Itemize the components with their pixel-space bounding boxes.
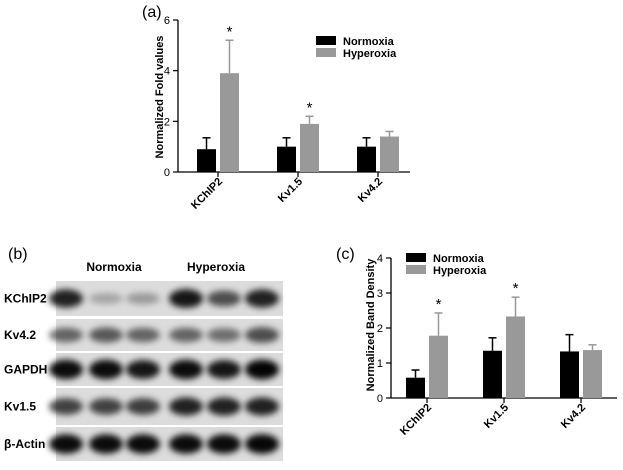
y-tick-label: 6 [164,15,170,27]
blot-row-label: Kv4.2 [4,328,36,342]
blot-band [89,327,123,343]
panel-label-c: (c) [336,246,355,263]
ticks-a: 0 2 4 6 [164,15,379,179]
bar-normoxia [357,146,376,172]
blot-row-labels: KChIP2 Kv4.2 GAPDH Kv1.5 β-Actin [4,292,47,452]
y-axis-title-a: Normalized Fold values [154,36,166,159]
chart-c: (c) Normalized Band Density 0 1 2 3 4 KChIP2… [336,246,617,438]
blot-band [89,359,123,380]
blot-band [169,289,203,308]
categories-a: KChIP2 Kv1.5 Kv4.2 [189,176,385,212]
blot-band [49,434,83,454]
blot-band [169,397,203,416]
legend-a: Normoxia Hyperoxia [316,36,397,60]
y-tick-label: 0 [164,167,170,179]
blot-band [245,397,279,416]
bar-hyperoxia [380,136,399,172]
blot-band [169,327,203,343]
category-label: Kv1.5 [482,402,511,431]
blot-band [207,397,241,416]
y-tick-label: 3 [377,288,383,300]
blot-band [245,289,279,308]
legend-label-normoxia-c: Normoxia [433,253,485,265]
bars-c [406,296,602,398]
bar-hyperoxia [429,335,448,398]
significance-a: ** [227,23,313,116]
bar-hyperoxia [583,350,602,398]
legend-swatch-hyperoxia-a [316,48,336,57]
blot-row-label: KChIP2 [4,292,47,306]
blot-band [169,359,203,380]
blot-group-normoxia: Normoxia [86,260,142,274]
blot-band [126,360,160,379]
panel-label-b: (b) [8,246,28,263]
blot-band [207,290,241,307]
legend-label-hyperoxia-a: Hyperoxia [343,48,397,60]
panel-label-a: (a) [142,4,162,21]
blot-group-hyperoxia: Hyperoxia [187,260,245,274]
category-label: Kv4.2 [559,402,588,431]
significance-marker: * [436,296,442,313]
y-tick-label: 1 [377,358,383,370]
legend-label-hyperoxia-c: Hyperoxia [433,265,487,277]
y-tick-label: 4 [164,66,170,78]
ticks-c: 0 1 2 3 4 [377,253,582,405]
y-tick-label: 4 [377,253,383,265]
bar-normoxia [483,350,502,398]
blot-band [49,398,83,415]
blot-strips [49,281,283,461]
bar-hyperoxia [506,316,525,398]
bar-normoxia [560,351,579,398]
y-tick-label: 2 [377,323,383,335]
significance-marker: * [227,23,233,40]
bars-a [197,39,399,172]
blot-band [89,434,123,454]
significance-c: ** [436,280,519,313]
categories-c: KChIP2 Kv1.5 Kv4.2 [398,402,588,438]
blot-band [49,359,83,380]
blot-band [207,434,241,454]
category-label: KChIP2 [398,402,434,438]
legend-swatch-normoxia-c [406,253,426,262]
bar-normoxia [277,146,296,172]
legend-c: Normoxia Hyperoxia [406,253,487,277]
blot-band [126,434,160,454]
chart-a: (a) Normalized Fold values 0 2 4 6 KChIP2 Kv… [142,4,410,212]
blot-band [169,434,203,454]
blot-row-label: Kv1.5 [4,400,36,414]
bar-hyperoxia [220,73,239,172]
blot-band [126,327,160,343]
category-label: Kv4.2 [356,176,385,205]
blot-band [207,360,241,379]
western-blot: (b) Normoxia Hyperoxia KChIP2Kv4.2GAPDHK… [4,246,283,461]
y-tick-label: 2 [164,116,170,128]
blot-band [49,327,83,343]
significance-marker: * [307,99,313,116]
category-label: Kv1.5 [276,176,305,205]
legend-label-normoxia-a: Normoxia [343,36,395,48]
blot-band [245,434,279,454]
blot-row-label: β-Actin [4,437,45,451]
bar-normoxia [406,377,425,398]
blot-row-label: GAPDH [4,363,47,377]
blot-band [89,398,123,415]
blot-band [89,293,123,304]
legend-swatch-hyperoxia-c [406,265,426,274]
blot-band [126,398,160,415]
bar-normoxia [197,149,216,172]
category-label: KChIP2 [189,176,225,212]
legend-swatch-normoxia-a [316,36,336,45]
bar-hyperoxia [300,123,319,172]
y-axis-title-c: Normalized Band Density [365,258,377,392]
blot-band [245,359,279,380]
blot-band [207,328,241,342]
significance-marker: * [513,280,519,297]
blot-band [245,327,279,343]
blot-band [126,292,160,305]
blot-band [49,289,83,308]
y-tick-label: 0 [377,393,383,405]
